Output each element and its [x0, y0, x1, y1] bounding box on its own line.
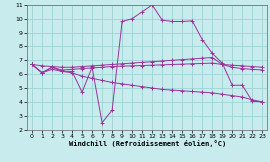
X-axis label: Windchill (Refroidissement éolien,°C): Windchill (Refroidissement éolien,°C)	[69, 140, 226, 147]
